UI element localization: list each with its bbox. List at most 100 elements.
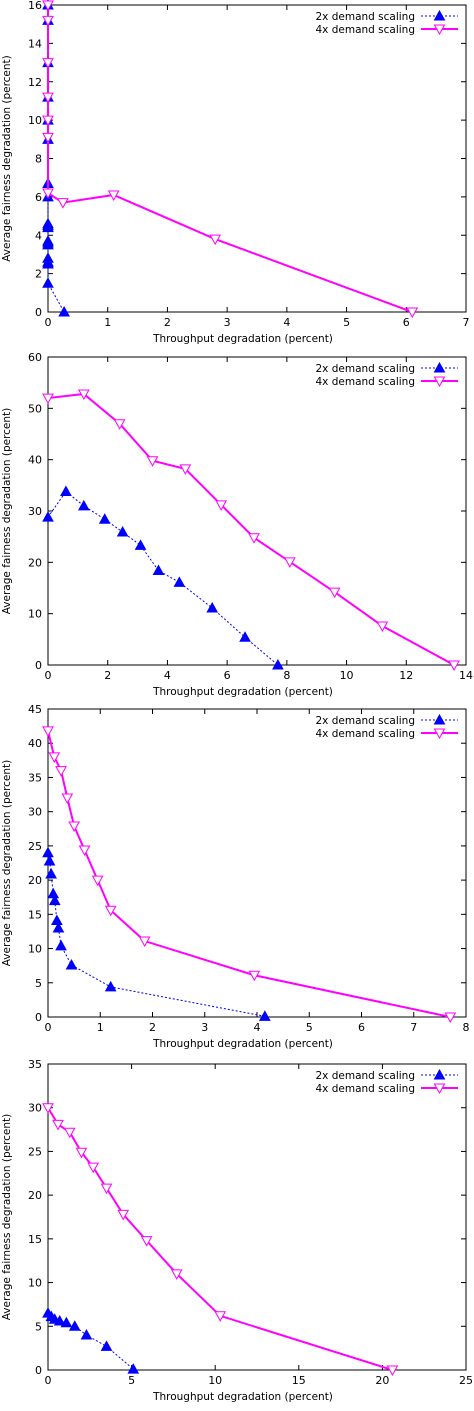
y-tick-label: 10 xyxy=(28,608,42,621)
data-point xyxy=(138,936,151,948)
y-tick-label: 35 xyxy=(28,771,42,784)
chart-panel-4: 0 5 10 15 20 25 0 5 10 15 20 25 30 35 Throughput degra… xyxy=(1,1058,473,1403)
data-point xyxy=(55,939,67,951)
data-point xyxy=(52,921,65,933)
x-tick-label: 7 xyxy=(463,316,470,329)
data-point xyxy=(248,970,261,982)
series-2x xyxy=(42,485,284,670)
x-axis-label: Throughput degradation (percent) xyxy=(152,686,333,698)
legend-swatch-marker xyxy=(433,361,446,373)
x-tick-label: 6 xyxy=(224,669,231,682)
data-point xyxy=(47,887,60,899)
data-point xyxy=(77,389,90,400)
legend-swatch-marker xyxy=(433,9,446,21)
series-4x xyxy=(42,0,419,318)
legend-swatch-marker xyxy=(433,728,446,740)
y-tick-label: 20 xyxy=(28,556,42,569)
data-point xyxy=(68,1320,81,1331)
data-point xyxy=(386,1365,399,1376)
data-point xyxy=(63,1127,76,1139)
data-point xyxy=(116,526,129,537)
y-tick-label: 10 xyxy=(28,1277,42,1290)
legend-label: 4x demand scaling xyxy=(315,24,415,36)
x-tick-label: 15 xyxy=(292,1374,306,1387)
x-tick-label: 8 xyxy=(283,669,290,682)
data-point xyxy=(258,1010,271,1021)
x-tick-label: 6 xyxy=(403,316,410,329)
plot-area xyxy=(42,389,460,671)
x-tick-label: 4 xyxy=(164,669,171,682)
x-tick-label: 6 xyxy=(358,1021,365,1034)
data-point xyxy=(53,1315,66,1326)
data-point xyxy=(55,766,67,777)
data-point xyxy=(98,513,111,524)
y-tick-label: 0 xyxy=(35,1011,42,1024)
data-point xyxy=(248,533,260,544)
data-point xyxy=(173,576,186,587)
data-point xyxy=(107,190,120,201)
x-tick-label: 14 xyxy=(459,669,473,682)
data-point xyxy=(42,115,54,127)
y-tick-label: 12 xyxy=(28,76,42,89)
series-line xyxy=(47,730,451,1018)
y-tick-label: 15 xyxy=(28,1233,42,1246)
data-point xyxy=(42,221,54,233)
data-point xyxy=(170,1269,183,1280)
y-tick-label: 10 xyxy=(28,943,42,956)
y-tick-label: 50 xyxy=(28,402,42,415)
data-point xyxy=(100,1183,113,1195)
data-point xyxy=(42,511,54,522)
chart-panel-2: 0 2 4 6 8 10 12 14 0 10 20 30 40 50 60 Throughput degra… xyxy=(1,351,473,698)
data-point xyxy=(42,238,54,250)
data-point xyxy=(272,658,284,670)
data-point xyxy=(239,631,251,642)
data-point xyxy=(113,419,126,430)
x-axis-label: Throughput degradation (percent) xyxy=(152,1038,333,1050)
x-tick-label: 1 xyxy=(97,1021,104,1034)
x-tick-label: 7 xyxy=(410,1021,417,1034)
y-tick-label: 0 xyxy=(35,1364,42,1377)
x-tick-label: 4 xyxy=(283,316,290,329)
y-tick-label: 35 xyxy=(28,1058,42,1071)
series-2x xyxy=(42,0,70,317)
legend-label: 4x demand scaling xyxy=(315,728,415,740)
x-tick-label: 0 xyxy=(45,316,52,329)
plot-frame xyxy=(47,356,467,666)
y-tick-label: 60 xyxy=(28,351,42,364)
data-point xyxy=(48,894,61,906)
legend-label: 2x demand scaling xyxy=(315,1070,415,1082)
series-4x xyxy=(42,726,457,1023)
data-point xyxy=(91,875,104,887)
data-point xyxy=(100,1340,113,1351)
y-tick-label: 0 xyxy=(35,659,42,672)
y-tick-label: 16 xyxy=(28,0,42,12)
data-point xyxy=(45,867,57,879)
data-point xyxy=(444,1012,457,1023)
data-point xyxy=(43,854,56,866)
data-point xyxy=(65,958,78,970)
x-tick-label: 5 xyxy=(128,1374,135,1387)
legend-swatch-marker xyxy=(433,1083,446,1095)
data-point xyxy=(58,305,70,317)
legend-swatch-marker xyxy=(433,24,446,36)
y-tick-label: 5 xyxy=(35,1320,42,1333)
data-point xyxy=(127,1363,140,1374)
data-point xyxy=(42,1103,54,1114)
x-tick-label: 20 xyxy=(375,1374,389,1387)
y-tick-label: 25 xyxy=(28,840,42,853)
data-point xyxy=(134,539,147,550)
data-point xyxy=(42,393,54,405)
data-point xyxy=(376,621,389,633)
plot-frame xyxy=(47,1063,467,1371)
plot-frame xyxy=(47,4,467,313)
y-tick-label: 20 xyxy=(28,1189,42,1202)
data-point xyxy=(104,980,117,992)
legend-label: 2x demand scaling xyxy=(315,363,415,375)
data-point xyxy=(448,660,460,671)
x-tick-label: 5 xyxy=(343,316,350,329)
x-tick-label: 10 xyxy=(208,1374,222,1387)
data-point xyxy=(104,905,117,917)
data-point xyxy=(61,793,74,805)
